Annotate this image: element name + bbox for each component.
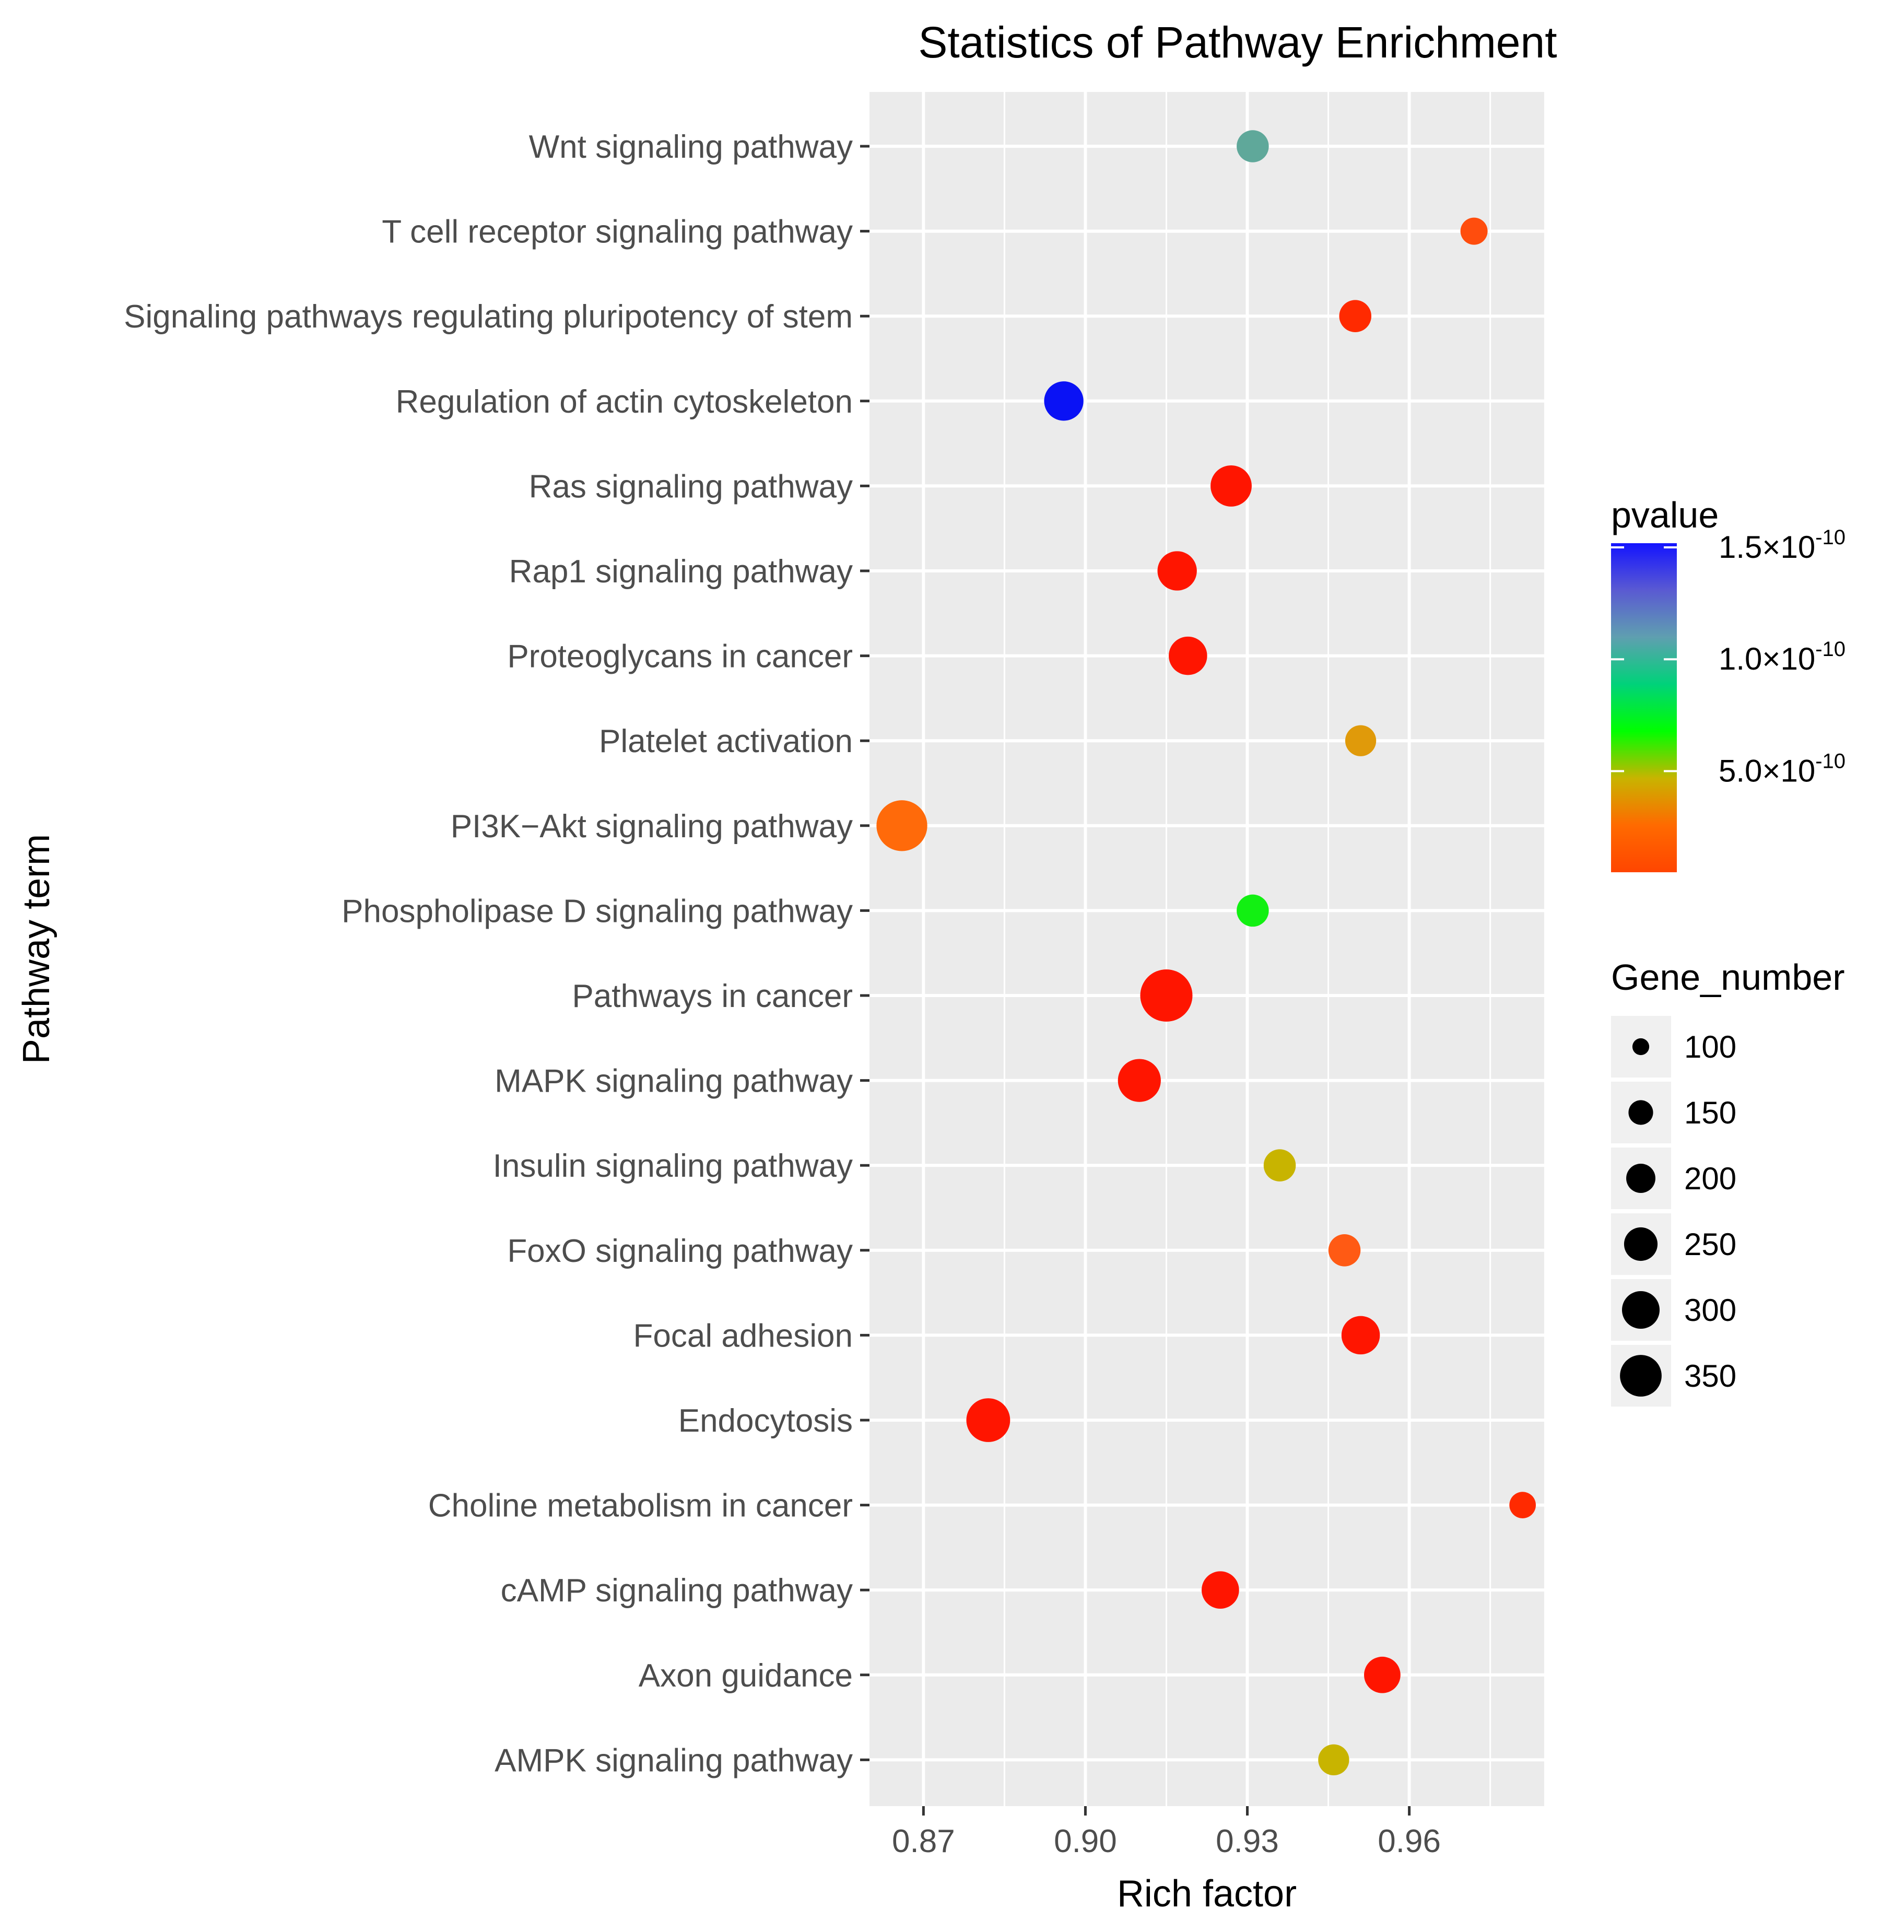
point-2 — [1339, 300, 1372, 332]
point-7 — [1345, 725, 1377, 756]
point-6 — [1169, 636, 1207, 675]
y-tick-label-11: MAPK signaling pathway — [495, 1063, 853, 1099]
point-15 — [966, 1398, 1010, 1442]
point-16 — [1509, 1492, 1536, 1518]
y-tick-label-4: Ras signaling pathway — [529, 469, 853, 505]
grid-minor — [1003, 92, 1491, 1806]
size-key-dot-5 — [1620, 1355, 1662, 1397]
y-tick-label-9: Phospholipase D signaling pathway — [342, 893, 853, 929]
gene-number-legend-keys: 100 150 200 250 300 350 — [1611, 1016, 1736, 1407]
y-tick-label-12: Insulin signaling pathway — [493, 1148, 853, 1184]
pvalue-legend: pvalue 1.5×10-101.0×10-105.0×10-10 — [1611, 495, 1846, 872]
y-tick-label-18: Axon guidance — [639, 1658, 853, 1694]
grid-major — [869, 92, 1544, 1806]
plot-panel — [869, 92, 1544, 1806]
y-axis-title: Pathway term — [16, 834, 57, 1064]
gene-number-legend: Gene_number 100 150 200 250 300 350 — [1611, 957, 1845, 1407]
y-tick-label-10: Pathways in cancer — [572, 978, 853, 1014]
y-tick-label-8: PI3K−Akt signaling pathway — [451, 809, 853, 845]
x-tick-label-2: 0.93 — [1216, 1823, 1279, 1859]
size-key-label-3: 250 — [1684, 1227, 1736, 1262]
size-key-dot-0 — [1632, 1038, 1650, 1056]
y-tick-label-3: Regulation of actin cytoskeleton — [396, 384, 853, 420]
colorbar-label-2: 5.0×10-10 — [1719, 750, 1846, 788]
point-13 — [1328, 1234, 1361, 1267]
y-tick-label-19: AMPK signaling pathway — [495, 1742, 853, 1778]
size-key-dot-2 — [1626, 1164, 1655, 1193]
x-axis-ticks: 0.87 0.90 0.93 0.96 — [892, 1806, 1441, 1859]
x-axis-title: Rich factor — [1117, 1873, 1297, 1915]
point-12 — [1263, 1149, 1296, 1181]
colorbar-label-mantissa-2: 5.0×10 — [1719, 753, 1815, 788]
y-tick-label-7: Platelet activation — [599, 723, 853, 759]
size-key-dot-1 — [1628, 1100, 1653, 1125]
point-17 — [1202, 1571, 1239, 1609]
chart-title: Statistics of Pathway Enrichment — [918, 18, 1557, 67]
gene-number-legend-title: Gene_number — [1611, 957, 1845, 998]
pvalue-colorbar — [1611, 543, 1677, 872]
colorbar-label-mantissa-1: 1.0×10 — [1719, 641, 1815, 676]
size-key-dot-3 — [1624, 1227, 1658, 1261]
size-key-label-2: 200 — [1684, 1161, 1736, 1196]
y-tick-label-6: Proteoglycans in cancer — [507, 639, 853, 675]
y-tick-label-5: Rap1 signaling pathway — [509, 554, 853, 590]
point-1 — [1460, 217, 1488, 245]
colorbar-label-0: 1.5×10-10 — [1719, 526, 1846, 565]
y-tick-label-1: T cell receptor signaling pathway — [382, 214, 853, 250]
point-4 — [1210, 465, 1252, 507]
colorbar-label-exponent-1: -10 — [1815, 638, 1846, 661]
y-tick-label-15: Endocytosis — [678, 1403, 853, 1439]
point-10 — [1140, 969, 1193, 1022]
colorbar-label-mantissa-0: 1.5×10 — [1719, 530, 1815, 565]
colorbar-label-exponent-0: -10 — [1815, 526, 1846, 549]
point-8 — [876, 800, 927, 851]
point-19 — [1318, 1744, 1349, 1776]
y-axis-categories: Wnt signaling pathway T cell receptor sig… — [124, 129, 869, 1778]
point-5 — [1157, 551, 1197, 591]
size-key-label-4: 300 — [1684, 1293, 1736, 1328]
colorbar-ticks: 1.5×10-101.0×10-105.0×10-10 — [1611, 526, 1846, 788]
point-14 — [1341, 1316, 1380, 1355]
data-points — [876, 130, 1536, 1776]
y-tick-label-14: Focal adhesion — [633, 1318, 853, 1354]
point-0 — [1237, 130, 1269, 162]
point-9 — [1237, 894, 1269, 927]
x-tick-label-0: 0.87 — [892, 1823, 955, 1859]
size-key-label-5: 350 — [1684, 1359, 1736, 1394]
x-tick-label-3: 0.96 — [1378, 1823, 1441, 1859]
colorbar-label-1: 1.0×10-10 — [1719, 638, 1846, 676]
x-tick-label-1: 0.90 — [1054, 1823, 1117, 1859]
y-tick-label-13: FoxO signaling pathway — [507, 1233, 853, 1269]
size-key-dot-4 — [1621, 1291, 1660, 1329]
point-11 — [1118, 1059, 1161, 1102]
y-tick-label-0: Wnt signaling pathway — [529, 129, 853, 165]
point-3 — [1044, 381, 1084, 421]
pvalue-legend-title: pvalue — [1611, 495, 1719, 535]
y-tick-label-17: cAMP signaling pathway — [501, 1573, 853, 1609]
size-key-label-1: 150 — [1684, 1095, 1736, 1130]
point-18 — [1364, 1656, 1401, 1693]
y-tick-label-16: Choline metabolism in cancer — [428, 1488, 853, 1524]
size-key-label-0: 100 — [1684, 1029, 1736, 1064]
colorbar-label-exponent-2: -10 — [1815, 750, 1846, 772]
y-tick-label-2: Signaling pathways regulating pluripoten… — [124, 299, 853, 335]
